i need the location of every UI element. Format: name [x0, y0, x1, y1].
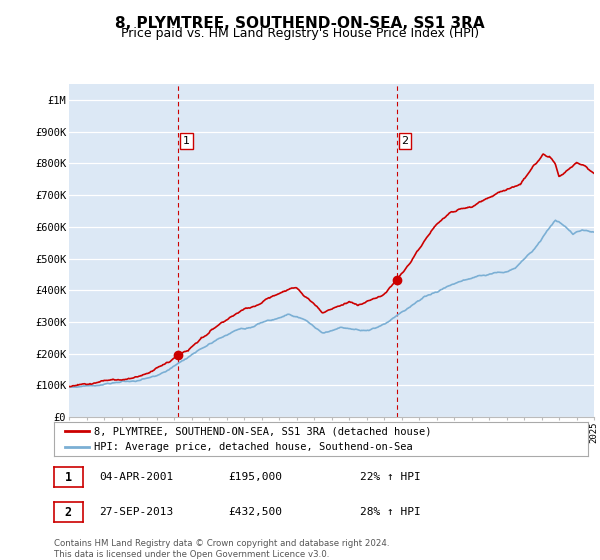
Text: HPI: Average price, detached house, Southend-on-Sea: HPI: Average price, detached house, Sout… — [94, 442, 413, 452]
Text: 8, PLYMTREE, SOUTHEND-ON-SEA, SS1 3RA (detached house): 8, PLYMTREE, SOUTHEND-ON-SEA, SS1 3RA (d… — [94, 426, 431, 436]
Text: 04-APR-2001: 04-APR-2001 — [99, 472, 173, 482]
Text: 8, PLYMTREE, SOUTHEND-ON-SEA, SS1 3RA: 8, PLYMTREE, SOUTHEND-ON-SEA, SS1 3RA — [115, 16, 485, 31]
Text: £432,500: £432,500 — [228, 507, 282, 517]
Text: Price paid vs. HM Land Registry's House Price Index (HPI): Price paid vs. HM Land Registry's House … — [121, 27, 479, 40]
Text: 1: 1 — [183, 136, 190, 146]
Text: Contains HM Land Registry data © Crown copyright and database right 2024.
This d: Contains HM Land Registry data © Crown c… — [54, 539, 389, 559]
Text: 2: 2 — [401, 136, 409, 146]
Text: 22% ↑ HPI: 22% ↑ HPI — [360, 472, 421, 482]
Text: £195,000: £195,000 — [228, 472, 282, 482]
Text: 27-SEP-2013: 27-SEP-2013 — [99, 507, 173, 517]
Text: 1: 1 — [65, 470, 72, 484]
Text: 2: 2 — [65, 506, 72, 519]
Text: 28% ↑ HPI: 28% ↑ HPI — [360, 507, 421, 517]
